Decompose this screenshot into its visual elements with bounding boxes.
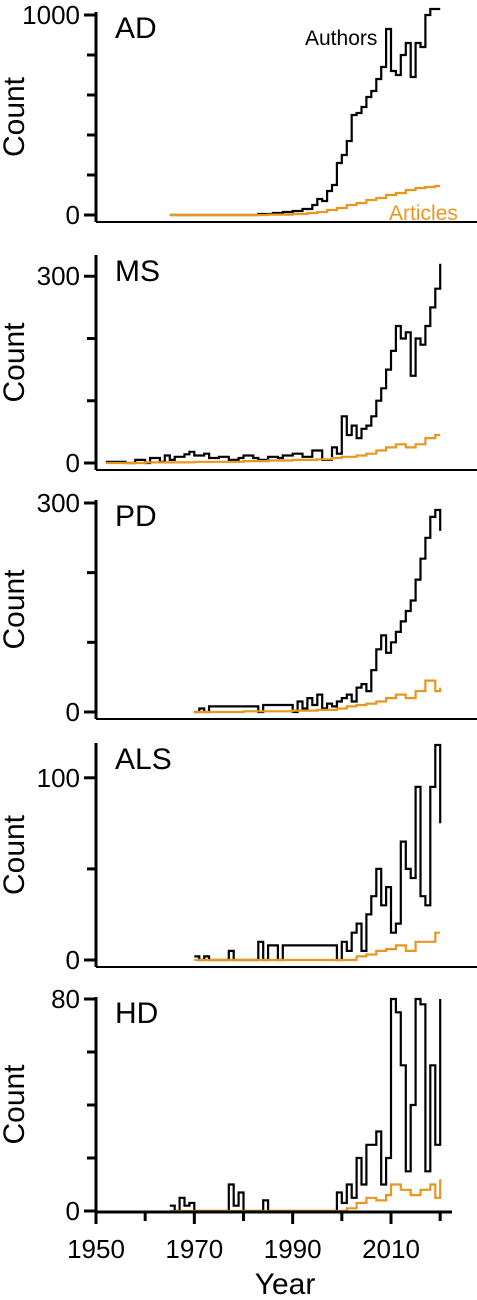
panel-label-als: ALS <box>115 743 172 776</box>
panel-ad: 0 1000 Count AD Authors Articles <box>0 0 477 230</box>
y-axis-label: Count <box>0 569 31 650</box>
panel-label-hd: HD <box>115 997 158 1030</box>
x-tick-label: 1990 <box>264 1234 322 1264</box>
series-line-articles <box>169 184 441 217</box>
x-axis-label: Year <box>255 1268 316 1300</box>
panel-pd: 0 300 Count PD <box>0 488 477 727</box>
y-axis-label: Count <box>0 814 31 895</box>
series-line-articles <box>169 1179 442 1213</box>
series-line-articles <box>194 931 441 962</box>
series-line-articles <box>105 433 441 465</box>
series-line-authors <box>169 7 441 217</box>
series-line-authors <box>194 508 442 714</box>
y-tick-label: 0 <box>66 945 80 975</box>
x-tick-label: 2010 <box>362 1234 420 1264</box>
y-tick-label: 100 <box>37 763 80 793</box>
x-tick-label: 1950 <box>67 1234 125 1264</box>
panel-label-ms: MS <box>115 255 160 288</box>
panel-ms: 0 300 Count MS <box>0 255 477 478</box>
x-tick-label: 1970 <box>165 1234 223 1264</box>
y-axis-label: Count <box>0 76 31 157</box>
panel-hd: 0 80 Count HD <box>0 984 442 1226</box>
series-line-articles <box>194 679 442 714</box>
series-label-articles: Articles <box>389 202 458 225</box>
y-tick-label: 300 <box>37 488 80 518</box>
y-tick-label: 1000 <box>22 0 80 30</box>
y-tick-label: 0 <box>66 448 80 478</box>
series-line-authors <box>169 997 442 1213</box>
y-tick-label: 300 <box>37 261 80 291</box>
y-tick-label: 0 <box>66 697 80 727</box>
y-axis-label: Count <box>0 322 31 403</box>
panel-label-pd: PD <box>115 500 157 533</box>
y-tick-label: 0 <box>66 1196 80 1226</box>
y-tick-label: 0 <box>66 200 80 230</box>
series-line-authors <box>194 743 442 962</box>
series-label-authors: Authors <box>305 27 377 50</box>
y-axis-label: Count <box>0 1064 31 1145</box>
x-axis: 1950 1970 1990 2010 Year <box>67 1210 452 1300</box>
panel-label-ad: AD <box>115 12 157 45</box>
series-line-authors <box>105 263 442 465</box>
y-tick-label: 80 <box>51 984 80 1014</box>
